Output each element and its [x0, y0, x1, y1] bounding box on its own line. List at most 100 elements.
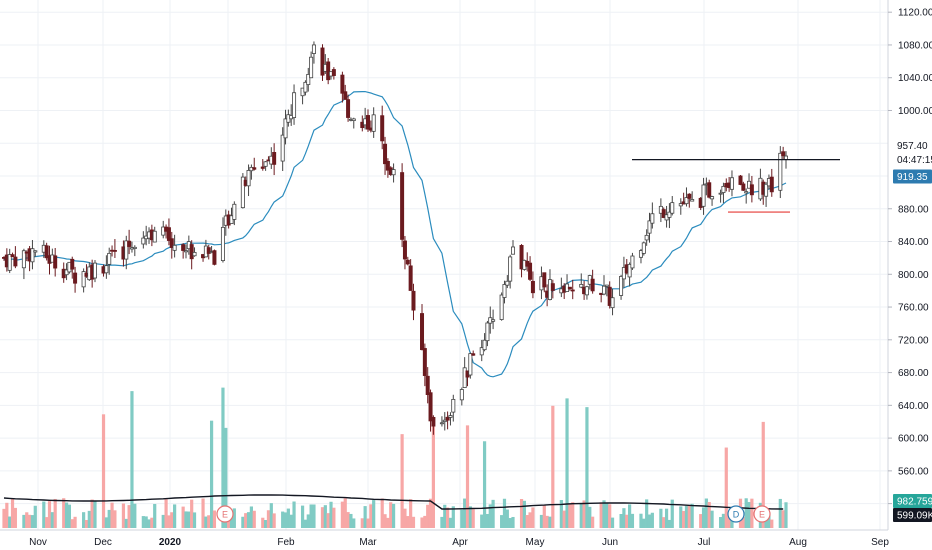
volume-bar — [27, 514, 32, 528]
price-scale[interactable]: 1120.00 1080.00 1040.00 1000.00 880.00 840.00… — [888, 8, 932, 522]
volume-bar — [84, 519, 89, 528]
volume-bar — [167, 515, 171, 528]
candle-body — [479, 347, 484, 356]
time-tick-label: Mar — [359, 537, 377, 548]
candle-body — [21, 250, 26, 269]
volume-bar — [252, 510, 256, 528]
candle-body — [365, 115, 370, 130]
time-scale[interactable]: Nov Dec 2020 Feb Mar Apr May Jun Jul Aug Sep — [29, 537, 889, 548]
candle-body — [169, 238, 174, 248]
candle-body — [508, 256, 513, 282]
time-tick-label: Sep — [871, 537, 889, 548]
candle-body — [13, 256, 18, 267]
candle-body — [73, 272, 78, 284]
candle-body — [132, 246, 137, 249]
volume-bar — [209, 420, 214, 528]
candle-body — [502, 284, 507, 298]
candle-body — [459, 389, 464, 401]
volume-bar — [548, 516, 552, 528]
candle-body — [351, 118, 356, 122]
candle-body — [309, 56, 314, 79]
candle-body — [64, 269, 69, 276]
volume-bar — [181, 506, 185, 528]
candle-body — [306, 74, 311, 85]
volume-bar — [192, 512, 197, 528]
candle-body — [53, 255, 58, 269]
volume-bar — [500, 515, 504, 528]
volume-bar — [682, 510, 686, 528]
candle-body — [630, 255, 635, 269]
candle-body — [710, 196, 715, 200]
volume-bar — [781, 510, 785, 528]
volume-bar — [579, 503, 583, 528]
volume-bar — [264, 519, 268, 528]
volume-bar — [306, 514, 310, 528]
price-tick-label: 840.00 — [898, 237, 929, 248]
volume-bar — [522, 500, 526, 528]
volume-bar — [582, 500, 586, 528]
volume-bar — [508, 518, 512, 528]
time-tick-label: Aug — [789, 537, 807, 548]
candle-body — [320, 47, 325, 76]
volume-bar — [8, 516, 12, 528]
volume-bar — [104, 517, 108, 528]
volume-bar — [141, 516, 145, 528]
candle-body — [442, 419, 447, 423]
volume-bar — [426, 504, 430, 528]
volume-bar — [428, 498, 433, 528]
price-tick-label: 560.00 — [898, 466, 929, 477]
volume-bar — [212, 510, 217, 528]
candle-body — [10, 254, 15, 258]
volume-bar — [300, 505, 305, 528]
volume-bar — [93, 500, 97, 528]
candle-body — [619, 276, 624, 296]
candle-body — [92, 262, 97, 279]
volume-bar — [491, 499, 495, 528]
volume-bar — [565, 398, 569, 528]
volume-bar — [659, 508, 663, 528]
candle-body — [744, 191, 749, 194]
volume-bar — [744, 498, 748, 528]
volume-bar — [647, 514, 652, 528]
candle-body — [112, 249, 117, 252]
volume-bar — [400, 434, 404, 528]
volume-bar — [724, 447, 728, 528]
candle-body — [252, 167, 257, 170]
volume-bar — [718, 517, 723, 528]
volume-bar — [33, 505, 37, 528]
volume-bar — [460, 509, 464, 528]
earnings-marker-icon[interactable] — [753, 505, 771, 523]
volume-bar — [110, 502, 114, 528]
volume-bar — [30, 515, 35, 528]
candle-body — [232, 203, 237, 220]
volume-bar — [539, 514, 544, 528]
candles — [2, 41, 789, 435]
candle-body — [607, 286, 612, 306]
candle-body — [124, 240, 129, 260]
candle-body — [650, 213, 655, 224]
volume-bar — [272, 513, 276, 528]
volume-bar — [204, 516, 208, 528]
candle-body — [590, 278, 595, 292]
candle-body — [181, 244, 186, 251]
time-tick-label: Dec — [94, 537, 112, 548]
time-tick-label: Apr — [452, 537, 468, 548]
volume-bar — [585, 407, 589, 528]
earnings-marker-icon[interactable] — [216, 505, 234, 523]
candle-body — [411, 290, 416, 311]
moving-average-line — [3, 91, 787, 378]
candle-body — [346, 99, 351, 118]
volume-bar — [224, 427, 228, 528]
dividend-marker-icon[interactable] — [727, 505, 745, 523]
volume-bar — [551, 405, 555, 528]
candle-body — [439, 422, 444, 425]
candle-body — [647, 220, 652, 234]
candle-body — [400, 172, 405, 240]
candle-body — [107, 252, 112, 265]
volume-bar — [249, 506, 253, 528]
volume-bar — [329, 501, 333, 528]
candle-body — [661, 209, 666, 218]
price-tick-label: 1120.00 — [898, 8, 932, 19]
candle-body — [485, 322, 490, 342]
